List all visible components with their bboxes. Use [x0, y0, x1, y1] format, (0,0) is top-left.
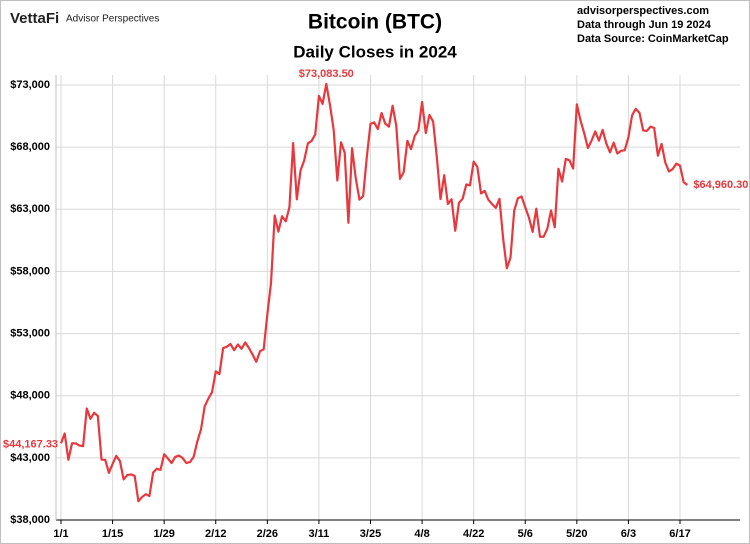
x-tick-label: 3/11 — [309, 528, 330, 540]
x-tick-label: 6/3 — [621, 528, 636, 540]
x-tick-label: 4/8 — [414, 528, 429, 540]
note: advisorperspectives.com — [577, 5, 709, 17]
x-tick-label: 4/22 — [463, 528, 484, 540]
y-tick-label: $43,000 — [10, 452, 50, 464]
y-tick-label: $63,000 — [10, 203, 50, 215]
line-series — [59, 82, 689, 503]
note: Data through Jun 19 2024 — [577, 19, 712, 31]
logo-brand: VettaFi — [10, 10, 59, 27]
plot: $44,167.33 $73,083.50 $64,960.30 — [3, 68, 748, 503]
data-label: $44,167.33 — [3, 438, 58, 450]
logo-name: Advisor Perspectives — [66, 14, 159, 25]
data-label: $73,083.50 — [299, 68, 354, 80]
note: Data Source: CoinMarketCap — [577, 33, 729, 45]
x-tick-label: 1/29 — [153, 528, 174, 540]
data-label: $64,960.30 — [693, 179, 748, 191]
x-tick-label: 5/6 — [518, 528, 533, 540]
x-tick-label: 1/1 — [53, 528, 68, 540]
y-tick-label: $68,000 — [10, 141, 50, 153]
y-tick-label: $53,000 — [10, 327, 50, 339]
x-tick-label: 5/20 — [566, 528, 587, 540]
chart-title: Bitcoin (BTC) — [308, 11, 442, 34]
x-tick-label: 3/25 — [360, 528, 381, 540]
y-tick-label: $48,000 — [10, 390, 50, 402]
x-tick-label: 6/17 — [669, 528, 690, 540]
y-tick-label: $73,000 — [10, 79, 50, 91]
grid: $38,000 $43,000 $48,000 $53,000 $58,000 $63,0… — [10, 75, 740, 540]
y-tick-label: $58,000 — [10, 265, 50, 277]
x-tick-label: 2/26 — [257, 528, 278, 540]
x-tick-label: 2/12 — [205, 528, 226, 540]
chart-subtitle: Daily Closes in 2024 — [293, 42, 457, 61]
y-tick-label: $38,000 — [10, 514, 50, 526]
x-tick-label: 1/15 — [102, 528, 123, 540]
